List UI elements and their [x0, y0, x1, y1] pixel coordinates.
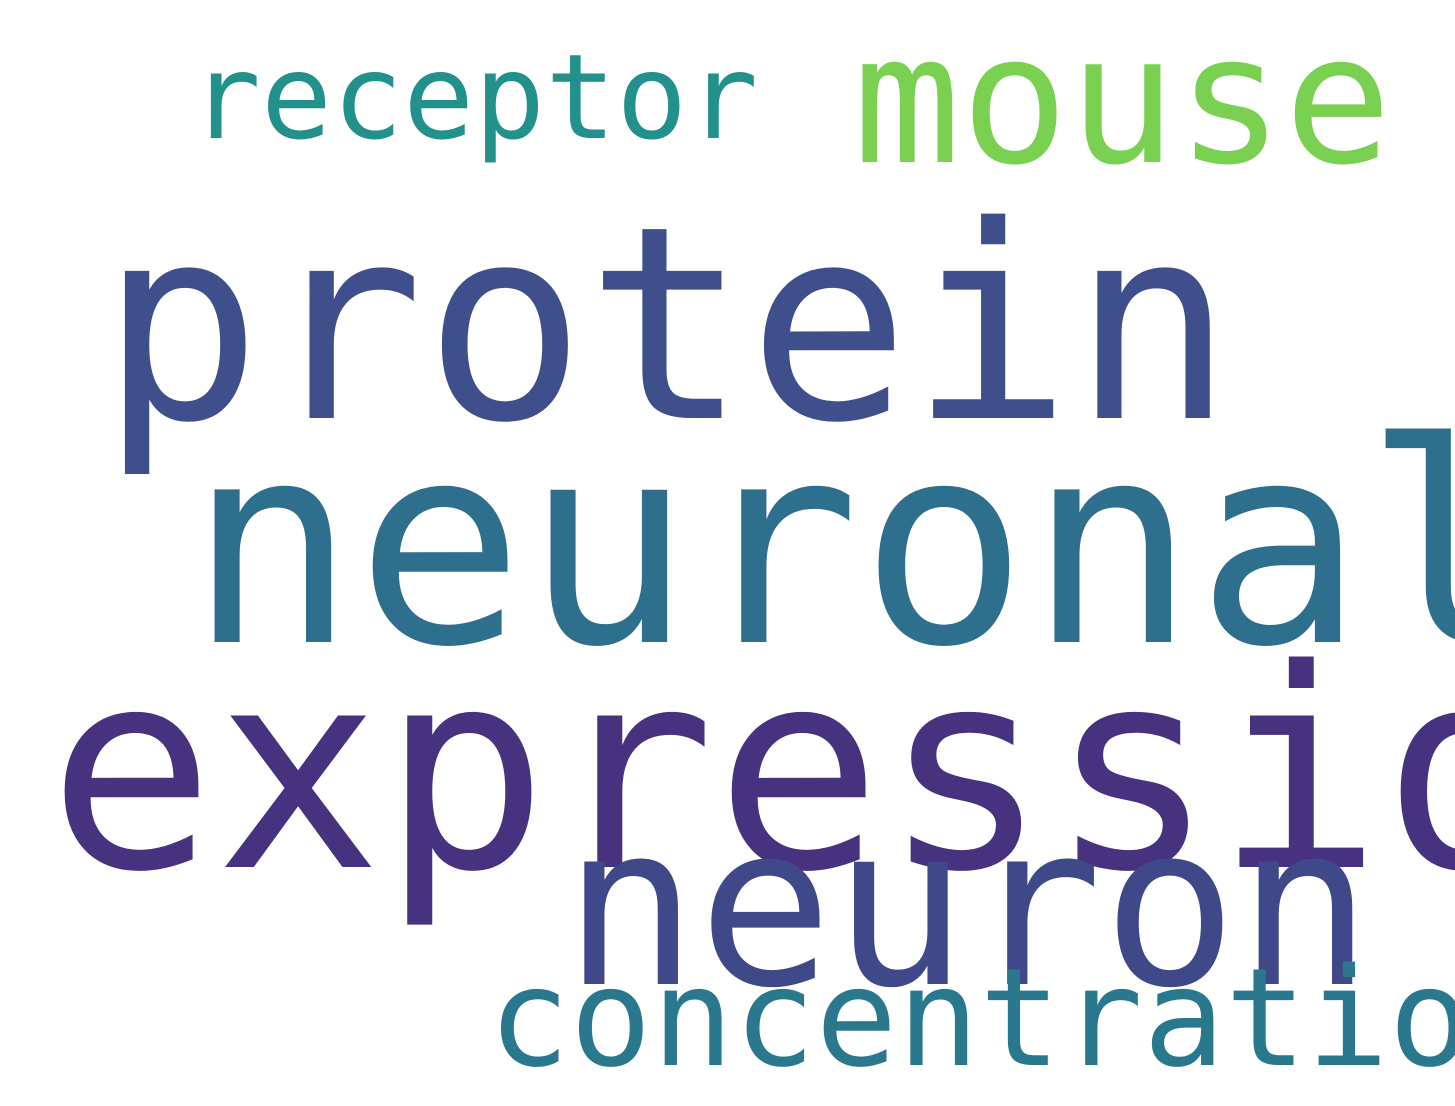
word-neuron: neuron: [563, 776, 1373, 1037]
word-protein: protein: [100, 169, 1234, 482]
word-concentration: concentration: [488, 940, 1455, 1098]
word-expression: expression: [48, 611, 1455, 933]
word-receptor: receptor: [190, 28, 759, 166]
word-neuronal: neuronal: [188, 383, 1455, 708]
word-mouse: mouse: [853, 0, 1392, 205]
